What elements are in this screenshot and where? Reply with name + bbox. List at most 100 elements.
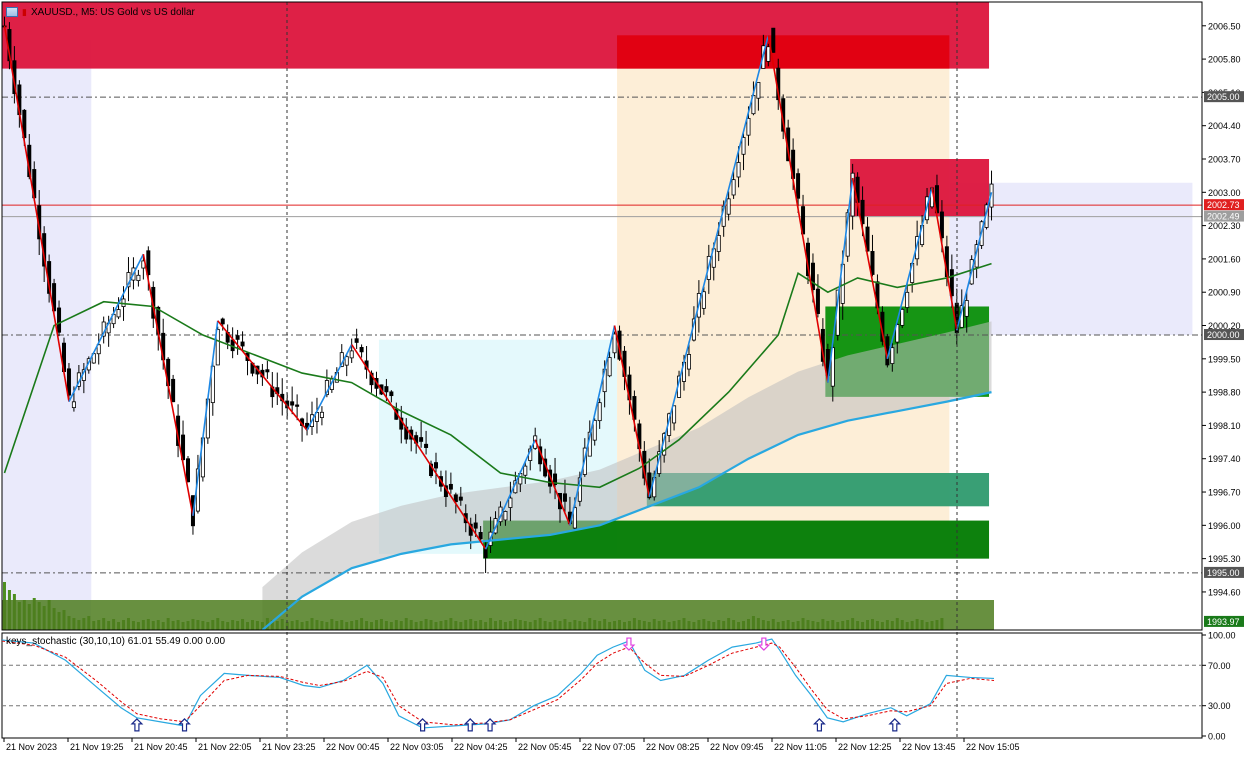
candle: [900, 308, 905, 329]
time-tick-label: 22 Nov 09:45: [710, 742, 764, 752]
candle-body: [478, 531, 483, 540]
candle: [592, 418, 597, 446]
candle: [354, 328, 359, 350]
stoch-arrow-up-icon: [416, 718, 430, 732]
stoch-arrow-up-icon: [130, 718, 144, 732]
price-badge-label: 1993.97: [1207, 617, 1240, 627]
main-plot-area: [2, 2, 1202, 630]
candle-body: [825, 349, 830, 376]
candle-body: [701, 291, 706, 309]
stoch-arrow-up-icon: [888, 718, 902, 732]
candle: [612, 331, 617, 359]
candle-body: [344, 356, 349, 366]
candle: [607, 351, 612, 378]
stoch-tick-label: 70.00: [1208, 661, 1231, 671]
candle: [448, 472, 453, 494]
candle: [766, 43, 771, 67]
candle: [895, 322, 900, 354]
zigzag-segment: [767, 35, 829, 383]
candle-body: [349, 350, 354, 359]
price-tick-label: 1998.10: [1208, 421, 1241, 431]
candle-body: [741, 137, 746, 155]
indicator-title: keys_stochastic (30,10,10) 61.01 55.49 0…: [6, 636, 226, 647]
candle-body: [448, 483, 453, 490]
candle: [424, 430, 429, 455]
stoch-arrow-down-icon: [622, 637, 636, 651]
candle-body: [860, 199, 865, 225]
time-tick-label: 22 Nov 08:25: [646, 742, 700, 752]
price-tick-label: 2004.40: [1208, 121, 1241, 131]
candle-body: [796, 173, 801, 199]
stoch-arrow-up-icon: [812, 718, 826, 732]
candle: [305, 412, 310, 436]
candle-body: [746, 118, 751, 136]
candle-body: [369, 372, 374, 386]
candle: [771, 27, 776, 53]
candle-body: [607, 357, 612, 377]
candle: [726, 191, 731, 221]
candle: [389, 390, 394, 403]
ma-cloud: [262, 321, 992, 630]
candle-body: [66, 368, 71, 396]
candle: [290, 386, 295, 415]
candle: [171, 374, 176, 403]
candle-body: [756, 82, 761, 99]
candle-body: [572, 507, 577, 529]
candle: [964, 289, 969, 333]
candle: [865, 217, 870, 252]
candle: [300, 417, 305, 442]
price-tick-label: 2003.00: [1208, 188, 1241, 198]
zigzag-segment: [306, 344, 353, 431]
time-tick-label: 22 Nov 00:45: [326, 742, 380, 752]
supply-zone-5: [617, 35, 950, 69]
candle: [295, 394, 300, 421]
time-tick-label: 21 Nov 20:45: [134, 742, 188, 752]
candle-body: [384, 386, 389, 393]
candle-body: [726, 198, 731, 215]
price-tick-label: 2005.80: [1208, 55, 1241, 65]
candle: [478, 525, 483, 541]
price-badge-label: 1995.00: [1207, 568, 1240, 578]
time-tick-label: 22 Nov 03:05: [390, 742, 444, 752]
candle-body: [731, 179, 736, 196]
candle: [825, 343, 830, 383]
candle: [553, 457, 558, 500]
candle-body: [419, 437, 424, 442]
candle: [701, 286, 706, 315]
zigzag-segment: [827, 177, 854, 383]
candle-body: [597, 402, 602, 422]
candle-body: [815, 288, 820, 314]
candle-body: [265, 369, 270, 373]
candle: [275, 372, 280, 406]
candle: [597, 398, 602, 429]
candle-body: [939, 211, 944, 239]
candle-body: [96, 344, 101, 355]
candle-body: [562, 493, 567, 502]
price-tick-label: 2002.30: [1208, 221, 1241, 231]
candle-body: [116, 309, 121, 318]
candle-body: [949, 269, 954, 297]
price-tick-label: 1996.00: [1208, 521, 1241, 531]
candle-body: [185, 458, 190, 483]
symbol-flag-icon: ▮: [22, 6, 27, 17]
zigzag-segment: [217, 320, 308, 431]
time-tick-label: 21 Nov 2023: [6, 742, 57, 752]
candle-body: [771, 27, 776, 53]
zigzag-segment: [956, 192, 993, 331]
candle: [870, 234, 875, 277]
candle: [458, 486, 463, 506]
price-tick-label: 1995.30: [1208, 554, 1241, 564]
time-tick-label: 21 Nov 22:05: [198, 742, 252, 752]
time-tick-label: 22 Nov 04:25: [454, 742, 508, 752]
time-tick-label: 21 Nov 19:25: [70, 742, 124, 752]
candle-body: [424, 443, 429, 448]
zigzag-segment: [648, 35, 770, 497]
supply-zone-6: [850, 159, 990, 217]
time-tick-label: 21 Nov 23:25: [262, 742, 316, 752]
candle: [349, 338, 354, 363]
price-badge-label: 2000.00: [1207, 330, 1240, 340]
price-badge-label: 2002.73: [1207, 200, 1240, 210]
chart-title-bar: ▮ XAUUSD., M5: US Gold vs US dollar: [6, 4, 195, 20]
